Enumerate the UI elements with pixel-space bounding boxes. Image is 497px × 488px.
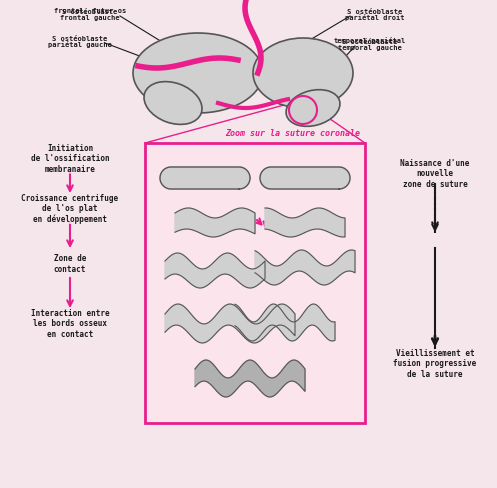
Bar	[145, 143, 365, 423]
Polygon shape	[175, 208, 255, 238]
Polygon shape	[255, 250, 355, 285]
Polygon shape	[260, 168, 350, 190]
Text: Zoom sur la suture coronale: Zoom sur la suture coronale	[225, 129, 360, 138]
Text: S ostéoblaste: S ostéoblaste	[347, 9, 403, 15]
Text: Zone de
contact: Zone de contact	[54, 254, 86, 273]
Text: S ostéoblaste: S ostéoblaste	[63, 9, 118, 15]
Ellipse shape	[133, 34, 263, 114]
Polygon shape	[165, 305, 295, 343]
Text: temporal/pariétal
temporal gauche: temporal/pariétal temporal gauche	[334, 37, 406, 51]
Text: pariétal gauche: pariétal gauche	[48, 41, 112, 48]
Text: frontal, futur os
frontal gauche: frontal, futur os frontal gauche	[54, 8, 126, 21]
Ellipse shape	[286, 90, 340, 127]
Polygon shape	[160, 168, 250, 190]
Text: pariétal droit: pariétal droit	[345, 14, 405, 21]
Polygon shape	[235, 305, 335, 341]
Text: S ostéoblaste: S ostéoblaste	[52, 36, 108, 42]
Text: Naissance d'une
nouvelle
zone de suture: Naissance d'une nouvelle zone de suture	[400, 159, 470, 188]
Ellipse shape	[253, 39, 353, 109]
Polygon shape	[265, 208, 345, 238]
Text: Croissance centrifuge
de l'os plat
en développement: Croissance centrifuge de l'os plat en dé…	[21, 193, 119, 224]
Text: S ostéoblaste: S ostéoblaste	[342, 39, 398, 45]
Ellipse shape	[144, 82, 202, 125]
Text: Initiation
de l'ossification
membranaire: Initiation de l'ossification membranaire	[31, 144, 109, 174]
Text: Vieillissement et
fusion progressive
de la suture: Vieillissement et fusion progressive de …	[393, 348, 477, 378]
Polygon shape	[195, 360, 305, 397]
Polygon shape	[165, 253, 265, 288]
Text: Interaction entre
les bords osseux
en contact: Interaction entre les bords osseux en co…	[31, 308, 109, 338]
